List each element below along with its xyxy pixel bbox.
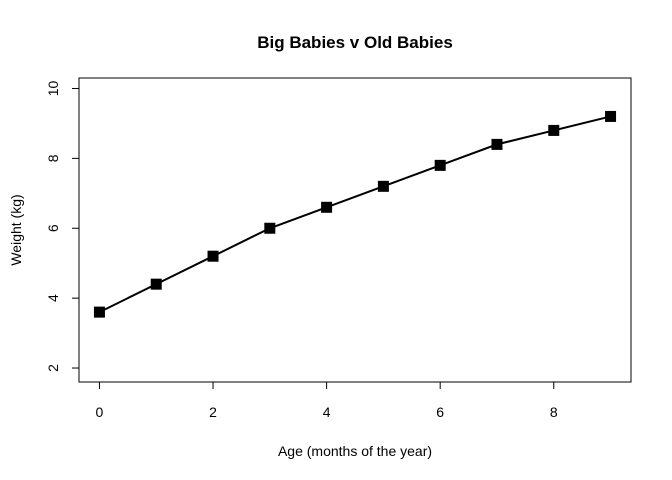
y-axis-label: Weight (kg): [8, 194, 24, 265]
data-point-6: [434, 159, 446, 171]
x-tick-label-1: 2: [209, 404, 217, 420]
series-line-0: [99, 115, 611, 314]
x-axis-label: Age (months of the year): [278, 443, 432, 459]
data-point-0: [93, 306, 105, 318]
x-tick-label-4: 8: [550, 404, 558, 420]
data-point-5: [377, 180, 389, 192]
y-tick-label-1: 4: [45, 294, 61, 302]
chart-title: Big Babies v Old Babies: [257, 33, 453, 52]
x-axis: 0 2 4 6 8: [96, 381, 558, 420]
data-point-4: [321, 201, 333, 213]
y-tick-label-3: 8: [45, 154, 61, 162]
data-point-7: [491, 138, 503, 150]
data-series: [93, 110, 617, 318]
data-point-2: [207, 250, 219, 262]
y-tick-label-4: 10: [45, 80, 61, 96]
data-point-1: [150, 278, 162, 290]
y-tick-label-0: 2: [45, 364, 61, 372]
y-axis: 2 4 6 8 10: [45, 80, 80, 372]
x-tick-label-3: 6: [436, 404, 444, 420]
y-tick-label-2: 6: [45, 224, 61, 232]
x-tick-label-0: 0: [96, 404, 104, 420]
data-point-9: [605, 110, 617, 122]
data-point-3: [264, 222, 276, 234]
plot-frame: [78, 77, 632, 383]
x-tick-label-2: 4: [323, 404, 331, 420]
data-point-8: [548, 124, 560, 136]
